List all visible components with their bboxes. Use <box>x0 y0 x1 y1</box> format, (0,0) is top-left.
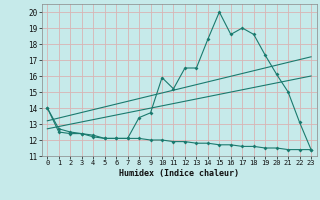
X-axis label: Humidex (Indice chaleur): Humidex (Indice chaleur) <box>119 169 239 178</box>
